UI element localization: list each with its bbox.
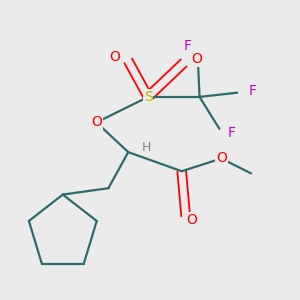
Text: O: O xyxy=(191,52,202,66)
Text: O: O xyxy=(91,116,102,129)
Text: O: O xyxy=(216,152,227,166)
Text: F: F xyxy=(227,126,235,140)
Text: H: H xyxy=(141,141,151,154)
Text: S: S xyxy=(144,90,152,104)
Text: F: F xyxy=(184,39,192,53)
Text: F: F xyxy=(248,84,256,98)
Text: O: O xyxy=(186,213,197,227)
Text: O: O xyxy=(109,50,120,64)
